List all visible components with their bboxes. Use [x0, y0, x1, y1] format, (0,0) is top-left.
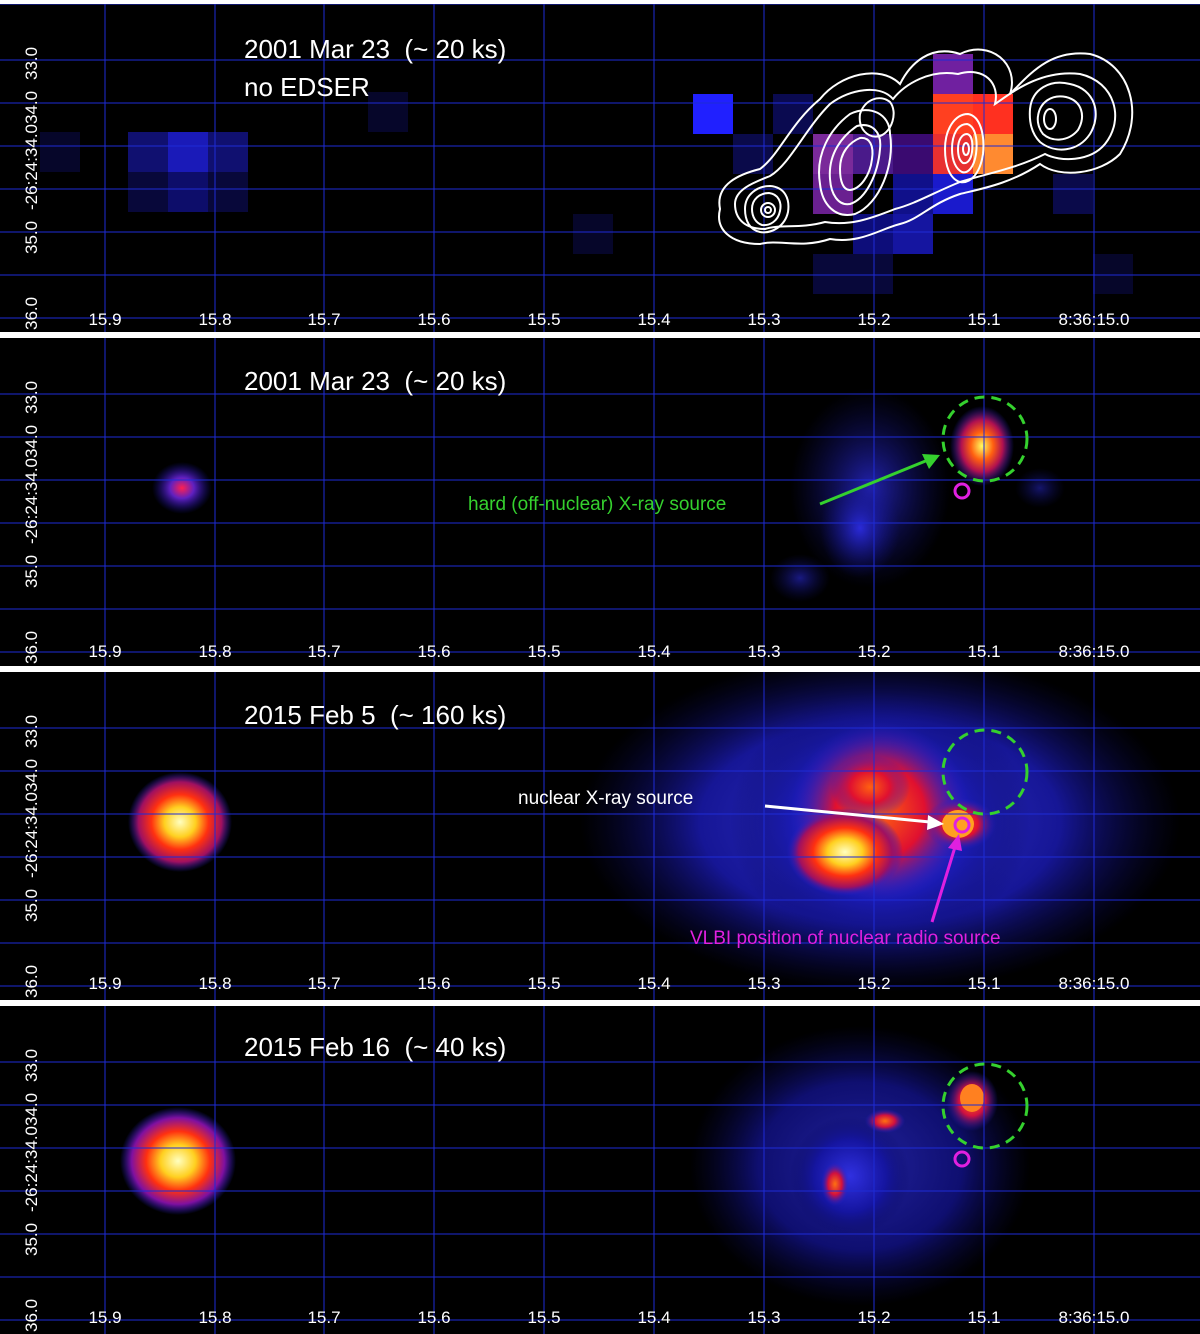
coordinate-grid	[0, 1006, 1200, 1334]
vlbi-annotation: VLBI position of nuclear radio source	[690, 928, 1001, 949]
y-tick-label: -26:24:34.0	[22, 457, 41, 544]
x-tick-label: 15.9	[88, 974, 122, 993]
vlbi-position-marker	[953, 482, 971, 500]
x-tick-label: 8:36:15.0	[1058, 642, 1130, 661]
y-tick-label: 36.0	[22, 296, 41, 330]
x-tick-label: 15.5	[527, 642, 561, 661]
x-tick-label: 15.4	[637, 642, 671, 661]
y-tick-label: 34.0	[22, 758, 41, 792]
x-tick-label: 15.4	[637, 974, 671, 993]
x-tick-label: 15.2	[857, 310, 891, 329]
xray-image-smoothed	[0, 672, 1200, 1000]
panel-title: 2015 Feb 16 (~ 40 ks)	[244, 1032, 507, 1062]
y-tick-label: -26:24:34.0	[22, 791, 41, 878]
xray-image-smoothed	[0, 1006, 1200, 1334]
nuclear-source-annotation: nuclear X-ray source	[518, 788, 694, 809]
panel-2015-feb-5: 2015 Feb 5 (~ 160 ks) nuclear X-ray sour…	[0, 672, 1200, 1000]
x-tick-label: 15.1	[967, 974, 1001, 993]
x-tick-label: 15.7	[307, 642, 341, 661]
y-tick-label: 36.0	[22, 630, 41, 664]
y-tick-label: 36.0	[22, 1298, 41, 1332]
coordinate-grid	[0, 338, 1200, 666]
xray-emission	[152, 388, 1065, 602]
x-tick-label: 15.5	[527, 1308, 561, 1327]
panel-title: 2001 Mar 23 (~ 20 ks)	[244, 34, 507, 64]
y-tick-label: -26:24:34.0	[22, 1125, 41, 1212]
panel-subtitle: no EDSER	[244, 72, 370, 102]
x-tick-label: 15.8	[198, 642, 232, 661]
panel-2015-feb-16: 2015 Feb 16 (~ 40 ks) 33.0 34.0 -26:24:3…	[0, 1006, 1200, 1334]
x-tick-label: 15.1	[967, 642, 1001, 661]
x-tick-label: 15.6	[417, 1308, 451, 1327]
x-tick-label: 15.2	[857, 974, 891, 993]
off-nuclear-source-circle	[941, 395, 1029, 483]
y-tick-label: 35.0	[22, 1222, 41, 1256]
panel-2001-no-edser: 2001 Mar 23 (~ 20 ks) no EDSER 33.0 34.0…	[0, 4, 1200, 332]
x-tick-label: 15.3	[747, 1308, 781, 1327]
x-tick-label: 15.7	[307, 1308, 341, 1327]
radio-contours	[718, 48, 1134, 246]
x-tick-label: 15.3	[747, 642, 781, 661]
y-tick-label: 34.0	[22, 424, 41, 458]
x-tick-label: 15.5	[527, 310, 561, 329]
x-tick-label: 15.9	[88, 1308, 122, 1327]
x-tick-label: 15.5	[527, 974, 561, 993]
xray-emission	[120, 1026, 1030, 1306]
x-tick-label: 15.7	[307, 974, 341, 993]
x-tick-label: 15.3	[747, 310, 781, 329]
y-tick-label: 34.0	[22, 90, 41, 124]
off-nuclear-source-circle	[941, 728, 1029, 816]
x-tick-label: 15.2	[857, 642, 891, 661]
x-tick-label: 15.9	[88, 310, 122, 329]
x-tick-label: 15.6	[417, 974, 451, 993]
y-tick-label: 35.0	[22, 220, 41, 254]
off-nuclear-source-circle	[941, 1062, 1029, 1150]
vlbi-position-marker	[953, 1150, 971, 1168]
x-tick-label: 8:36:15.0	[1058, 310, 1130, 329]
panel-title: 2001 Mar 23 (~ 20 ks)	[244, 366, 507, 396]
y-tick-label: 34.0	[22, 1092, 41, 1126]
xray-image-binned	[0, 4, 1200, 332]
panel-2001-mar-23: 2001 Mar 23 (~ 20 ks) hard (off-nuclear)…	[0, 338, 1200, 666]
coordinate-grid	[0, 4, 1200, 332]
x-tick-label: 15.7	[307, 310, 341, 329]
x-tick-label: 15.2	[857, 1308, 891, 1327]
y-tick-label: 35.0	[22, 888, 41, 922]
x-tick-label: 15.4	[637, 1308, 671, 1327]
x-tick-label: 8:36:15.0	[1058, 974, 1130, 993]
x-tick-label: 15.8	[198, 310, 232, 329]
off-nuclear-annotation: hard (off-nuclear) X-ray source	[468, 494, 727, 515]
x-tick-label: 15.6	[417, 310, 451, 329]
coordinate-grid	[0, 672, 1200, 1000]
y-tick-label: 33.0	[22, 46, 41, 80]
x-tick-label: 15.1	[967, 1308, 1001, 1327]
x-tick-label: 8:36:15.0	[1058, 1308, 1130, 1327]
x-tick-label: 15.8	[198, 1308, 232, 1327]
x-tick-label: 15.8	[198, 974, 232, 993]
vlbi-position-marker	[953, 816, 971, 834]
white-arrow	[764, 804, 944, 830]
y-tick-label: 33.0	[22, 1048, 41, 1082]
green-arrow	[819, 454, 940, 506]
x-tick-label: 15.9	[88, 642, 122, 661]
y-tick-label: 36.0	[22, 964, 41, 998]
xray-image-smoothed	[0, 338, 1200, 666]
x-tick-label: 15.6	[417, 642, 451, 661]
y-tick-label: 33.0	[22, 380, 41, 414]
binned-pixels	[40, 54, 1133, 294]
x-tick-label: 15.4	[637, 310, 671, 329]
magenta-arrow	[930, 834, 962, 923]
y-tick-label: 33.0	[22, 714, 41, 748]
panel-title: 2015 Feb 5 (~ 160 ks)	[244, 700, 507, 730]
x-tick-label: 15.3	[747, 974, 781, 993]
y-tick-label: 35.0	[22, 554, 41, 588]
x-tick-label: 15.1	[967, 310, 1001, 329]
y-tick-label: -26:24:34.0	[22, 123, 41, 210]
